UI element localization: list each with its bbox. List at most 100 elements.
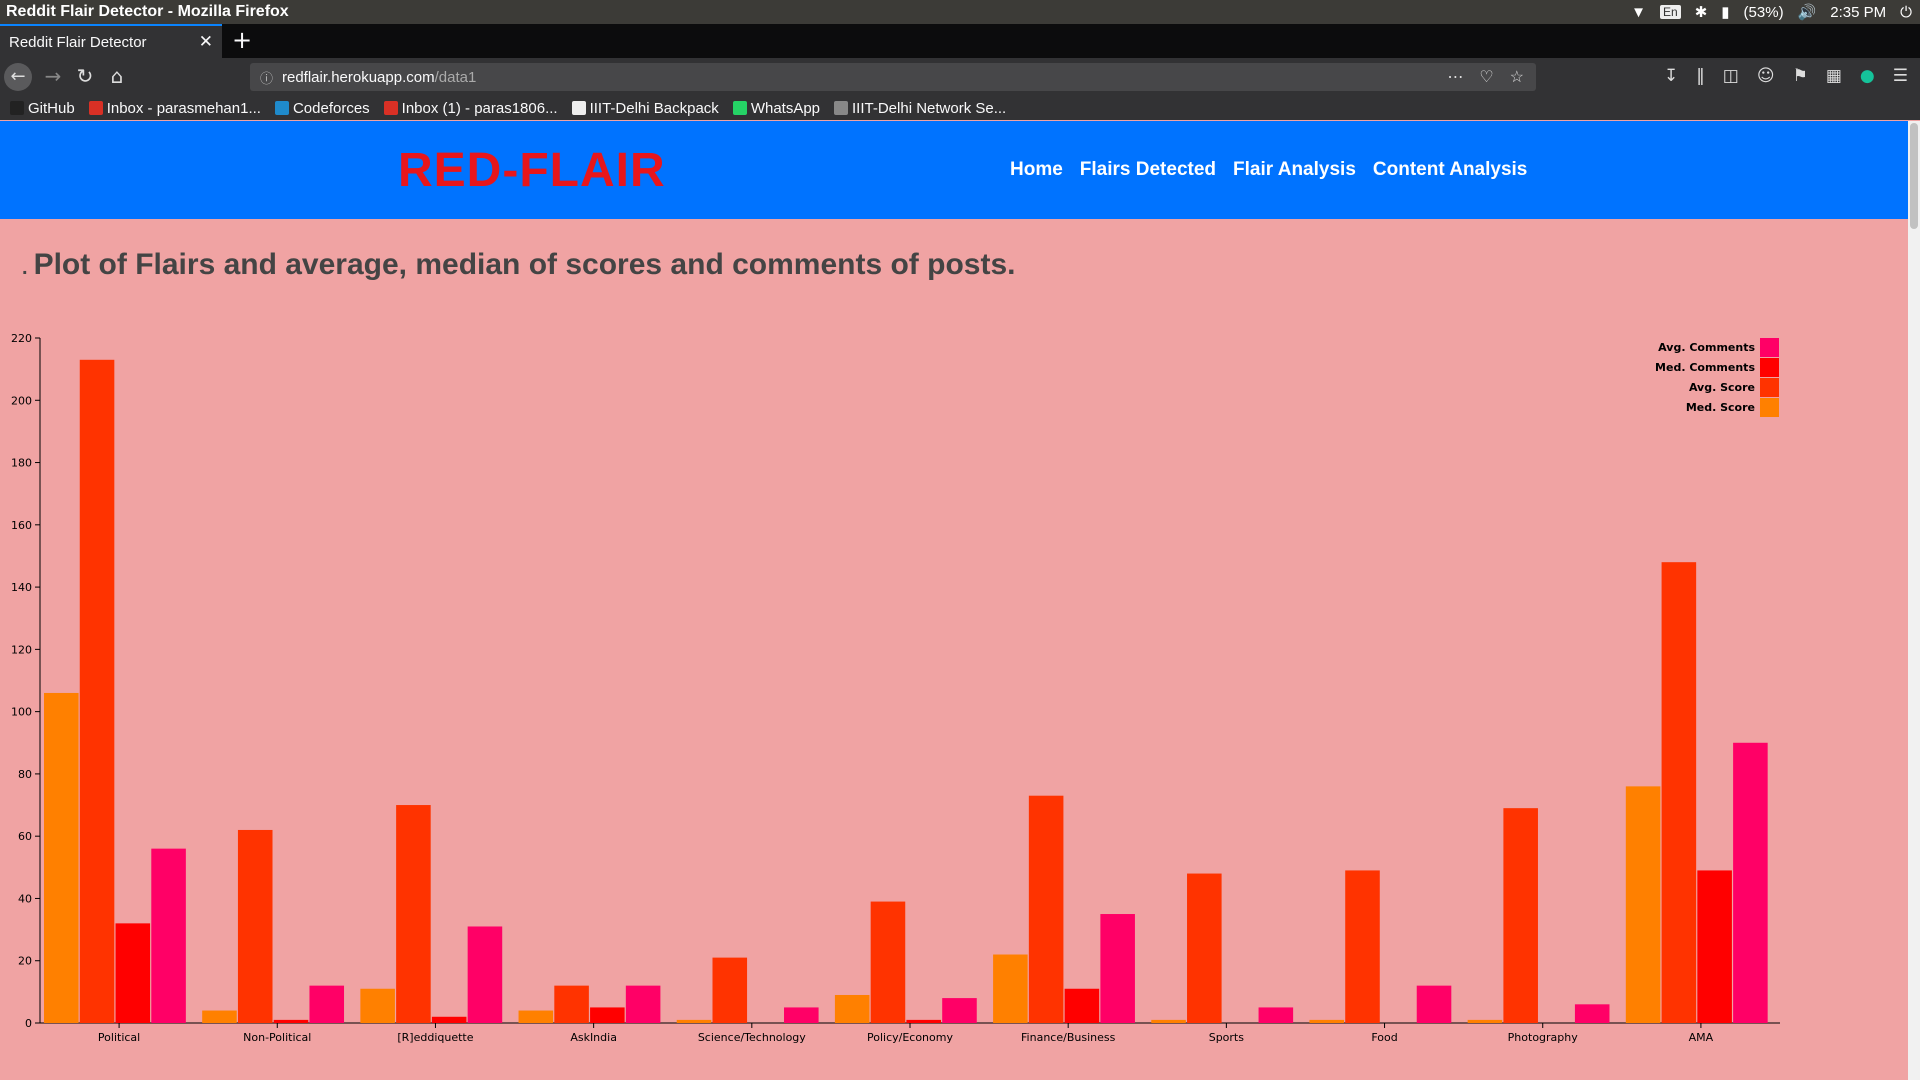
bar [676,1019,712,1023]
x-tick-label: Photography [1508,1031,1579,1044]
nav-flairs-detected[interactable]: Flairs Detected [1079,159,1217,180]
site-info-icon[interactable]: ⓘ [260,71,274,86]
close-tab-icon[interactable]: ✕ [198,32,213,51]
github-icon [10,101,24,115]
page-actions-icon[interactable]: ⋯ [1447,69,1464,86]
x-tick-label: AMA [1689,1031,1714,1044]
gmail-icon [88,101,103,115]
navigation-toolbar: ← → ↻ ⌂ ⓘ redflair.herokuapp.com/data1 ⋯… [0,58,1920,96]
window-title: Reddit Flair Detector - Mozilla Firefox [6,3,289,20]
gmail-icon [383,101,398,115]
y-tick-label: 220 [11,332,32,345]
volume-icon[interactable]: 🔊 [1797,4,1817,21]
x-tick-label: Political [98,1031,140,1044]
x-tick-label: Sports [1209,1031,1245,1044]
globe-icon [834,101,849,115]
downloads-icon[interactable]: ↧ [1664,66,1679,86]
x-tick-label: [R]eddiquette [397,1031,473,1044]
back-arrow-icon[interactable]: ← [4,63,32,91]
legend-swatch [1760,398,1779,417]
pocket-icon[interactable]: ♡ [1479,69,1494,86]
x-tick-label: AskIndia [570,1031,617,1044]
y-tick-label: 120 [11,643,32,656]
bar [1345,870,1380,1023]
scrollbar-thumb[interactable] [1910,123,1918,229]
codeforces-icon [274,101,289,115]
extension-ghost-icon[interactable]: ▦ [1825,66,1842,86]
sidebar-icon[interactable]: ◫ [1722,66,1739,86]
battery-icon[interactable]: ▮ [1721,4,1730,21]
forward-arrow-icon[interactable]: → [44,64,62,88]
bookmark-label: Codeforces [292,99,370,117]
tab-title: Reddit Flair Detector [9,34,147,51]
bar [309,985,345,1023]
os-top-bar: Reddit Flair Detector - Mozilla Firefox … [0,0,1920,24]
bookmark-item[interactable]: Codeforces [274,99,370,117]
account-icon[interactable]: ☺ [1756,66,1775,86]
bookmark-item[interactable]: IIIT-Delhi Backpack [571,99,719,117]
bar [590,1007,625,1023]
bar [906,1019,941,1023]
bookmark-label: IIIT-Delhi Backpack [589,99,719,117]
grammarly-icon[interactable]: ● [1859,66,1875,86]
bar [625,985,661,1023]
url-text[interactable]: redflair.herokuapp.com/data1 [282,69,476,86]
bar [1258,1007,1294,1023]
bookmark-label: GitHub [28,99,75,117]
nav-flair-analysis[interactable]: Flair Analysis [1233,159,1356,180]
nav-home[interactable]: Home [1010,159,1063,180]
bar [79,359,115,1023]
home-icon[interactable]: ⌂ [110,64,124,88]
bar [273,1019,309,1023]
keyboard-layout[interactable]: En [1660,5,1681,19]
bookmark-item[interactable]: WhatsApp [732,99,821,117]
reload-icon[interactable]: ↻ [76,64,94,88]
bluetooth-icon[interactable]: ✱ [1694,4,1708,21]
bar [1100,914,1135,1023]
bookmarks-toolbar: GitHub Inbox - parasmehan1... Codeforces In… [0,96,1920,120]
bookmark-label: WhatsApp [750,99,821,117]
bar [784,1007,819,1023]
page-icon [571,101,586,115]
legend-label: Med. Score [1686,401,1755,414]
bar [554,985,589,1023]
bookmark-label: IIIT-Delhi Network Se... [852,99,1007,117]
heading-bullet: . [22,257,28,279]
bar [942,998,977,1023]
bar [237,829,273,1023]
extension-flag-icon[interactable]: ⚑ [1792,66,1808,86]
clock[interactable]: 2:35 PM [1830,3,1887,21]
power-icon[interactable]: ⏻ [1900,3,1912,21]
url-domain: redflair.herokuapp.com [282,69,435,86]
system-tray: ▼ En ✱ ▮ (53%) 🔊 2:35 PM ⏻ [1631,3,1912,22]
site-logo[interactable]: RED-FLAIR [398,144,666,197]
x-tick-label: Policy/Economy [867,1031,953,1044]
new-tab-icon[interactable]: + [232,26,253,54]
bookmark-item[interactable]: Inbox - parasmehan1... [88,100,261,117]
heading-text: Plot of Flairs and average, median of sc… [33,248,1016,281]
page-scrollbar[interactable] [1908,121,1920,1080]
y-tick-label: 160 [11,519,32,532]
bookmark-star-icon[interactable]: ☆ [1509,69,1524,86]
url-bar[interactable]: ⓘ redflair.herokuapp.com/data1 ⋯ ♡ ☆ [250,63,1536,91]
y-tick-label: 80 [18,768,32,781]
bar [1574,1004,1610,1023]
y-tick-label: 0 [25,1017,32,1030]
library-icon[interactable]: ‖ [1696,66,1705,86]
bar [1661,562,1697,1023]
bar [870,901,906,1023]
bookmark-item[interactable]: Inbox (1) - paras1806... [383,100,558,117]
menu-icon[interactable]: ☰ [1892,66,1908,86]
bar [1028,795,1064,1023]
bar [1697,870,1732,1023]
wifi-icon[interactable]: ▼ [1631,3,1647,21]
browser-tab[interactable]: Reddit Flair Detector ✕ [0,24,222,58]
y-tick-label: 60 [18,830,32,843]
bookmark-item[interactable]: GitHub [10,100,75,117]
bar [1733,742,1768,1023]
nav-content-analysis[interactable]: Content Analysis [1372,159,1528,180]
x-tick-label: Non-Political [243,1031,311,1044]
bookmark-item[interactable]: IIIT-Delhi Network Se... [834,100,1006,117]
x-tick-label: Finance/Business [1021,1031,1116,1044]
legend-swatch [1760,358,1779,377]
